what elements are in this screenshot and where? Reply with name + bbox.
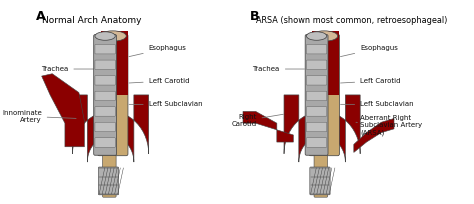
Polygon shape [101,31,114,95]
Polygon shape [114,31,128,95]
Text: Esophagus: Esophagus [129,45,187,57]
FancyBboxPatch shape [98,167,118,195]
FancyBboxPatch shape [95,76,115,85]
FancyBboxPatch shape [309,34,339,156]
Text: B: B [250,10,260,23]
FancyBboxPatch shape [306,107,327,116]
Ellipse shape [310,31,338,41]
Text: Right
Carotid: Right Carotid [231,114,283,127]
Ellipse shape [95,32,115,40]
FancyBboxPatch shape [98,34,128,156]
FancyBboxPatch shape [95,107,115,116]
Text: Esophagus: Esophagus [340,45,398,57]
FancyBboxPatch shape [95,138,115,147]
FancyBboxPatch shape [306,138,327,147]
Ellipse shape [306,32,327,40]
FancyBboxPatch shape [95,60,115,70]
FancyBboxPatch shape [306,44,327,54]
Text: Normal Arch Anatomy: Normal Arch Anatomy [42,16,141,25]
Text: Trachea: Trachea [41,66,94,72]
Text: Left Subclavian: Left Subclavian [129,101,202,107]
FancyBboxPatch shape [306,122,327,132]
Polygon shape [326,31,339,95]
Text: Innominate
Artery: Innominate Artery [2,110,76,123]
FancyBboxPatch shape [95,91,115,101]
Text: Trachea: Trachea [253,66,304,72]
Text: Left Carotid: Left Carotid [340,78,401,84]
Ellipse shape [99,31,126,41]
Text: Left Subclavian: Left Subclavian [340,101,414,107]
FancyBboxPatch shape [306,76,327,85]
FancyBboxPatch shape [310,167,330,195]
Polygon shape [42,74,84,147]
Text: Aberrant Right
Subclavian Artery
(ARSA): Aberrant Right Subclavian Artery (ARSA) [356,115,422,136]
FancyBboxPatch shape [314,155,328,197]
FancyBboxPatch shape [306,91,327,101]
Text: ARSA (shown most common, retroesophageal): ARSA (shown most common, retroesophageal… [255,16,447,25]
Polygon shape [354,119,394,152]
Text: Left Carotid: Left Carotid [129,78,189,84]
FancyBboxPatch shape [306,60,327,70]
FancyBboxPatch shape [95,122,115,132]
FancyBboxPatch shape [95,44,115,54]
Polygon shape [73,95,149,162]
Polygon shape [312,31,326,95]
FancyBboxPatch shape [94,35,117,155]
FancyBboxPatch shape [305,35,328,155]
Text: A: A [36,10,46,23]
FancyBboxPatch shape [102,155,116,197]
Polygon shape [284,95,360,162]
Polygon shape [243,111,293,142]
